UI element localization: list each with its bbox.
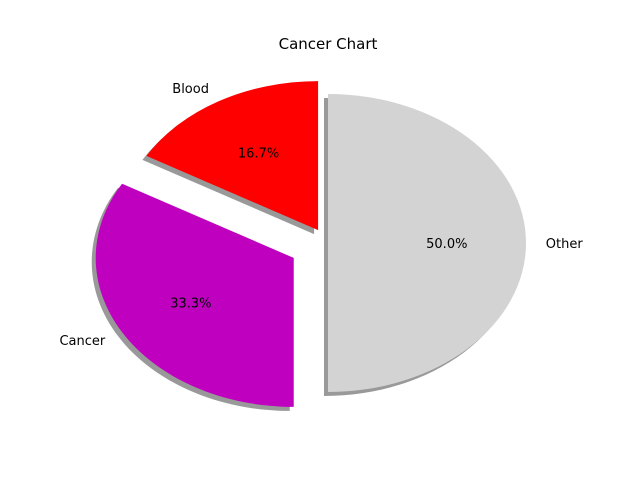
chart-title: Cancer Chart	[279, 35, 378, 53]
slice-label-blood: Blood	[172, 82, 209, 97]
slice-pct-other: 50.0%	[426, 237, 467, 252]
slice-pct-blood: 16.7%	[238, 147, 279, 162]
slices	[95, 81, 526, 407]
slice-pct-cancer: 33.3%	[170, 297, 211, 312]
slice-other	[328, 94, 526, 392]
slice-label-cancer: Cancer	[59, 334, 105, 349]
slice-label-other: Other	[546, 237, 584, 252]
slice-cancer	[95, 183, 294, 407]
slice-blood	[146, 81, 319, 231]
slice-labels: Blood 16.7% Cancer 33.3% Other 50.0%	[59, 82, 583, 349]
